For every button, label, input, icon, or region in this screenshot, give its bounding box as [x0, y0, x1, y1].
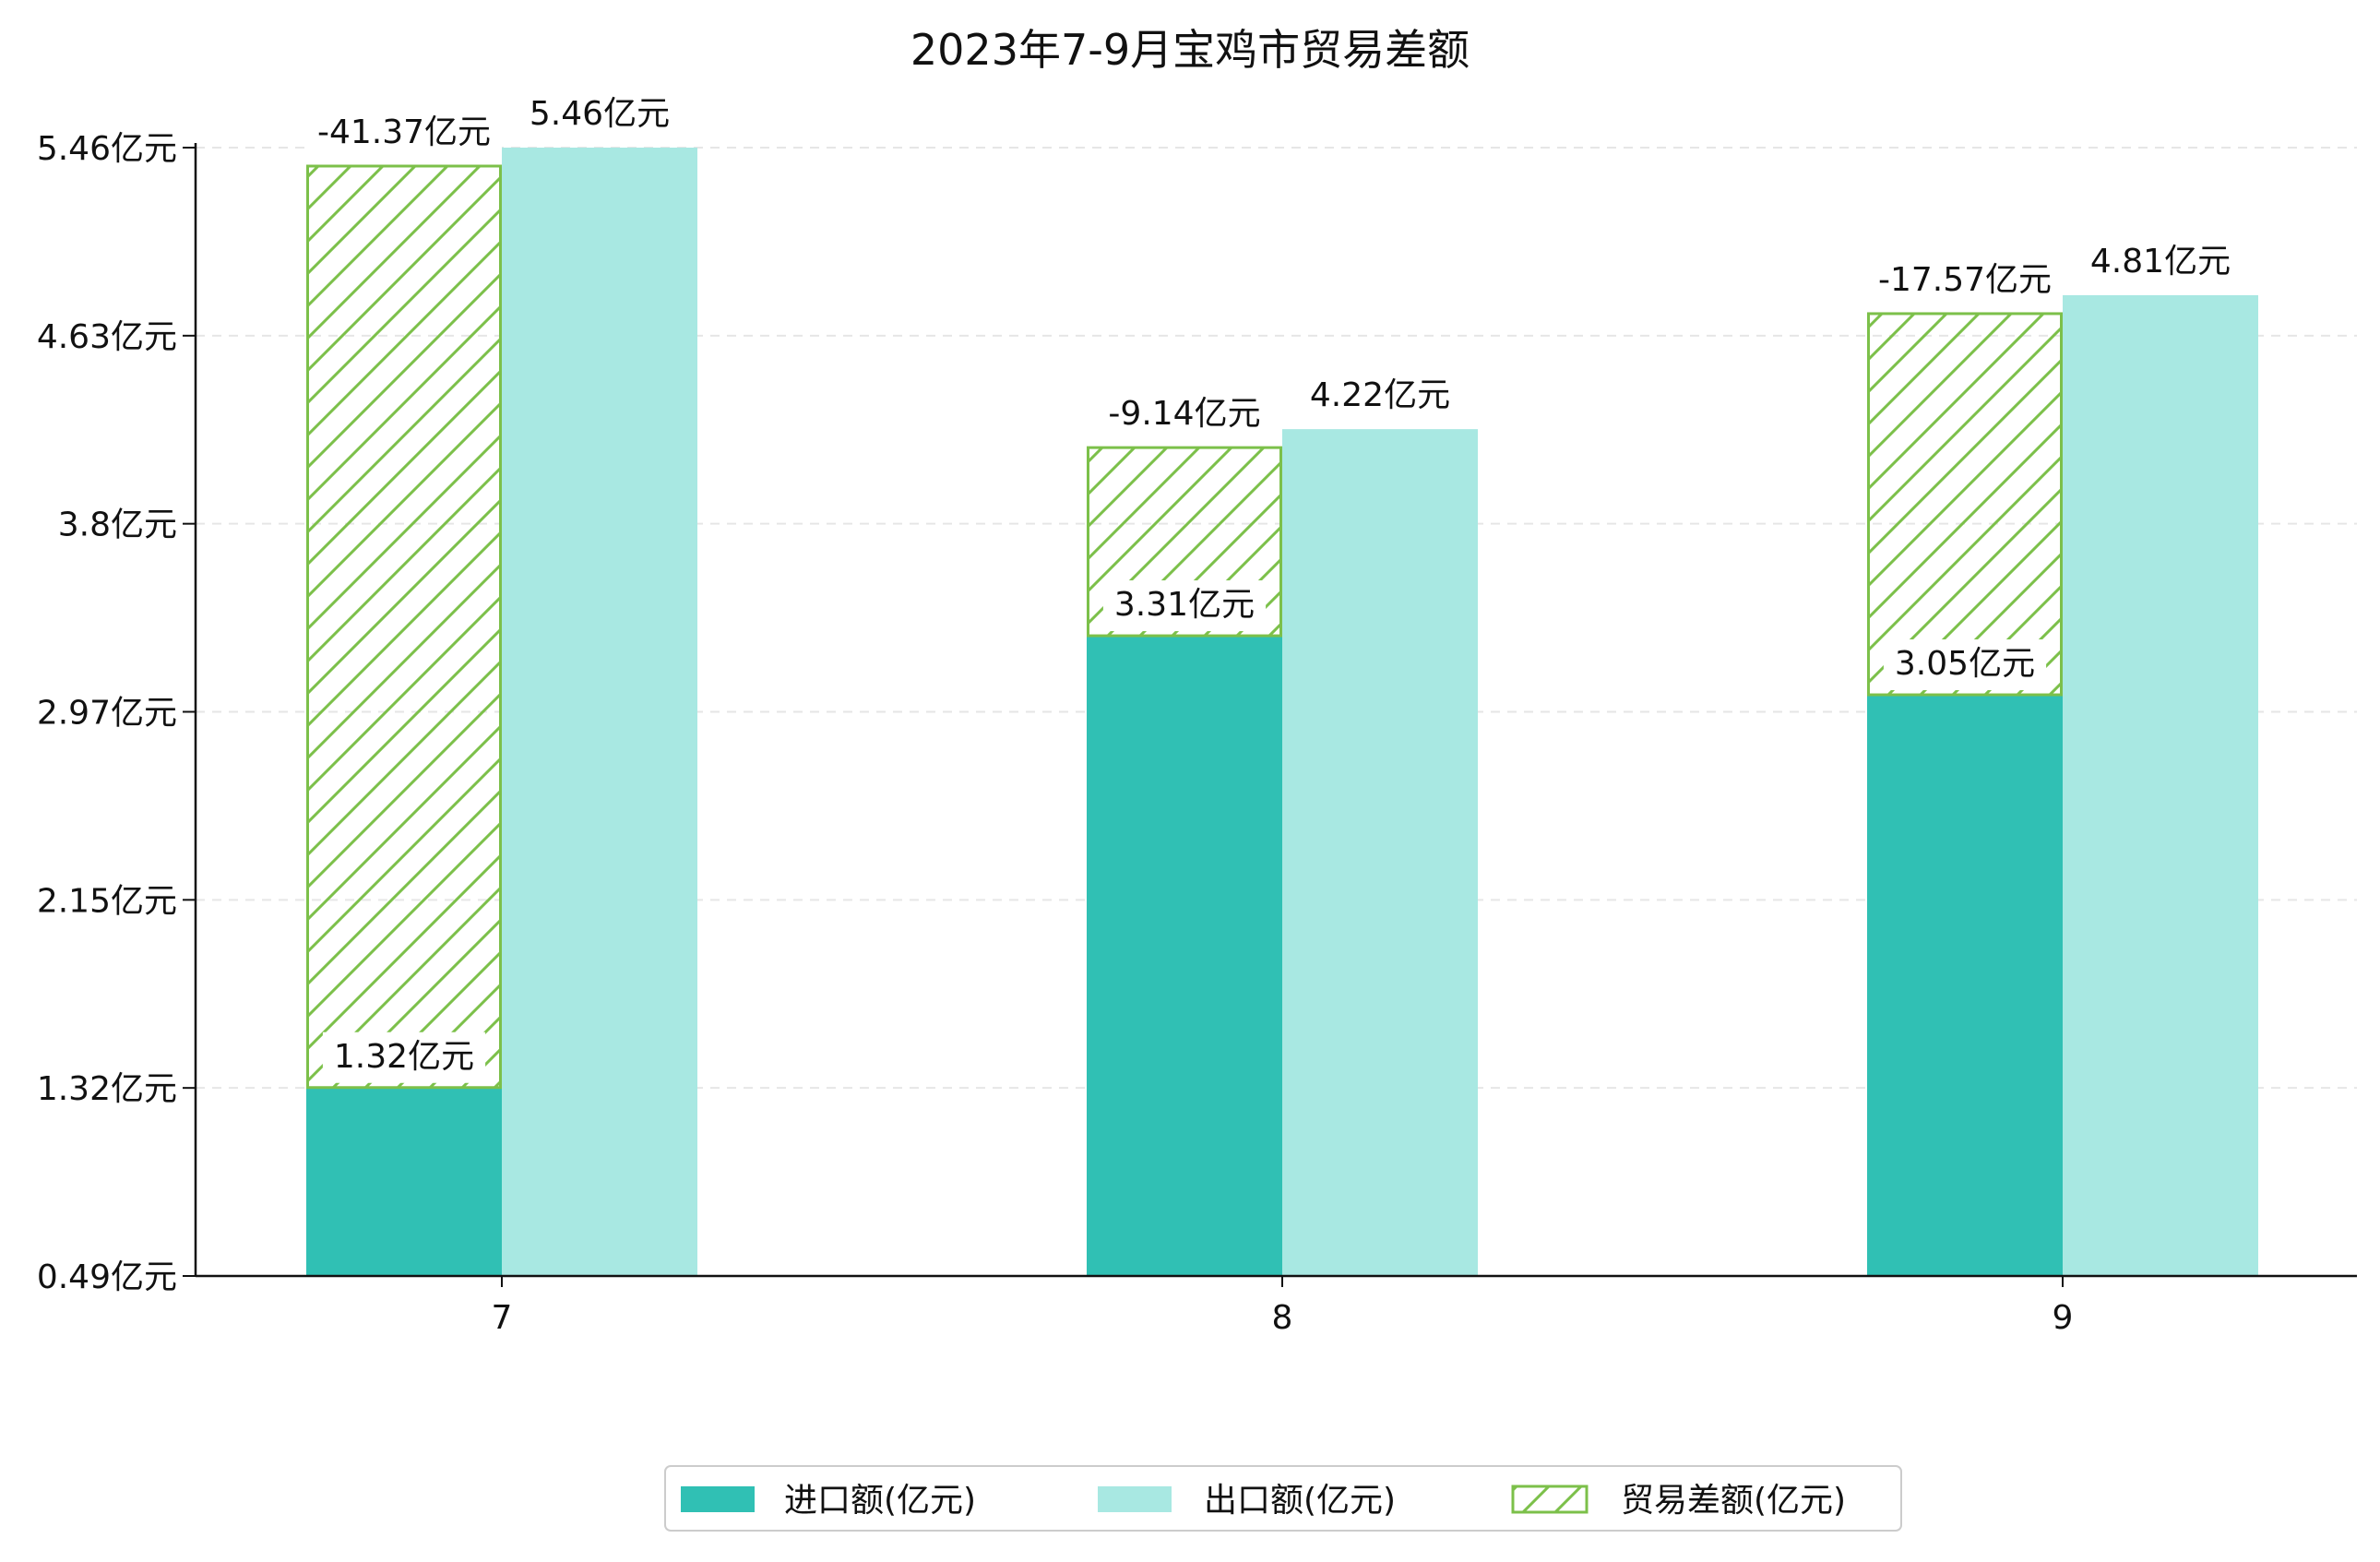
- y-tick-label: 3.8亿元: [58, 507, 177, 544]
- y-tick-label: 0.49亿元: [37, 1258, 177, 1296]
- export-data-label: 4.81亿元: [2090, 243, 2231, 280]
- x-tick-label: 9: [2053, 1299, 2074, 1337]
- import-data-label: 3.31亿元: [1114, 586, 1255, 624]
- import-bar: [1867, 695, 2063, 1276]
- bars-layer: [306, 148, 2258, 1277]
- chart-title: 2023年7-9月宝鸡市贸易差额: [910, 25, 1470, 75]
- legend-swatch-trade-balance: [1511, 1484, 1589, 1514]
- legend-box: [664, 1465, 1902, 1532]
- y-tick-label: 1.32亿元: [37, 1070, 177, 1108]
- legend-label: 出口额(亿元): [1204, 1482, 1396, 1520]
- import-data-label: 1.32亿元: [334, 1038, 474, 1076]
- export-bar: [1282, 429, 1478, 1277]
- axes-layer: 0.49亿元 1.32亿元 2.15亿元 2.97亿元 3.8亿元 4.63亿元 5.46亿…: [37, 130, 2357, 1337]
- export-data-label-box: [1298, 371, 1462, 423]
- legend-swatch-import: [681, 1486, 755, 1512]
- import-bar: [1087, 636, 1282, 1276]
- legend-label: 贸易差额(亿元): [1621, 1482, 1846, 1520]
- export-bar: [502, 148, 697, 1276]
- x-tick-label: 7: [492, 1299, 513, 1337]
- export-data-label: 4.22亿元: [1310, 376, 1450, 414]
- x-tick-label: 8: [1272, 1299, 1293, 1337]
- trade-balance-data-label-box: [1866, 255, 2064, 306]
- trade-balance-data-label: -41.37亿元: [317, 113, 491, 151]
- y-tick-label: 2.97亿元: [37, 695, 177, 733]
- legend: 进口额(亿元) 出口额(亿元) 贸易差额(亿元): [664, 1465, 1902, 1532]
- labels-layer: 1.32亿元 5.46亿元 -41.37亿元 3.31亿元 4.22亿元 -9.14亿元 3…: [305, 89, 2243, 1083]
- y-tick-label: 2.15亿元: [37, 882, 177, 920]
- y-tick-label: 4.63亿元: [37, 318, 177, 356]
- export-data-label: 5.46亿元: [530, 95, 670, 133]
- import-data-label-box: [322, 1031, 486, 1083]
- trade-balance-bar: [1867, 312, 2063, 697]
- trade-balance-bar: [306, 164, 502, 1090]
- trade-balance-data-label: -17.57亿元: [1878, 261, 2052, 299]
- export-data-label-box: [2078, 236, 2243, 288]
- trade-balance-data-label: -9.14亿元: [1108, 395, 1260, 433]
- trade-balance-data-label-box: [305, 108, 503, 159]
- trade-balance-data-label-box: [1097, 389, 1272, 441]
- export-bar: [2063, 294, 2258, 1276]
- legend-label: 进口额(亿元): [784, 1482, 976, 1520]
- y-tick-label: 5.46亿元: [37, 130, 177, 168]
- legend-swatch-export: [1098, 1486, 1172, 1512]
- import-data-label-box: [1102, 580, 1267, 632]
- export-data-label-box: [518, 89, 682, 140]
- import-data-label: 3.05亿元: [1895, 645, 2035, 683]
- import-data-label-box: [1883, 639, 2047, 691]
- import-bar: [306, 1087, 502, 1276]
